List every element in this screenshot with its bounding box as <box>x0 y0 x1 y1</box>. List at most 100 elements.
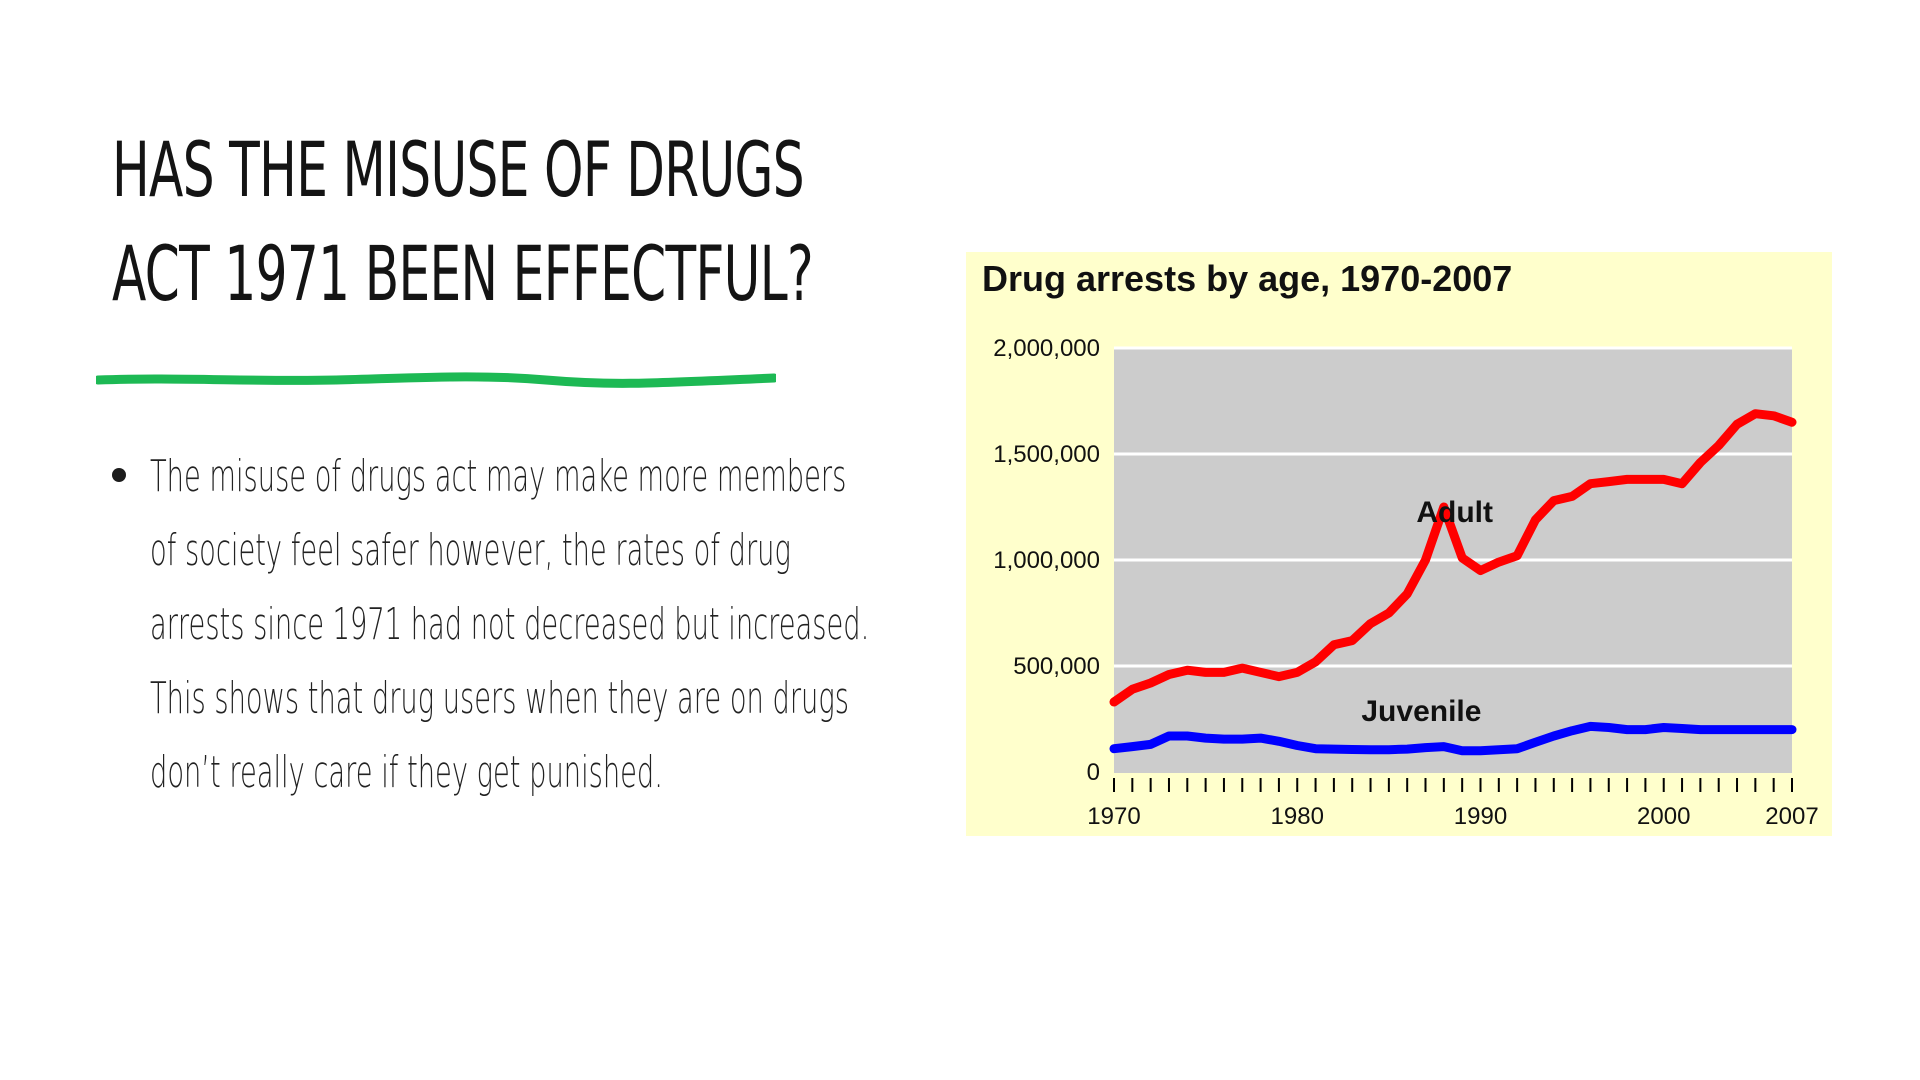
chart-image: Drug arrests by age, 1970-2007 0 500,000 1… <box>966 252 1832 836</box>
data-point-juvenile <box>1369 748 1372 751</box>
data-point-adult <box>1259 671 1262 674</box>
chart-title: Drug arrests by age, 1970-2007 <box>982 258 1513 299</box>
data-point-juvenile <box>1717 728 1720 731</box>
data-point-juvenile <box>1754 728 1757 731</box>
series-label-adult: Adult <box>1416 496 1493 529</box>
data-point-adult <box>1607 480 1610 483</box>
data-point-adult <box>1754 412 1757 415</box>
y-tick-label: 0 <box>1087 759 1100 786</box>
data-point-juvenile <box>1222 738 1225 741</box>
bullet-line-5: don’t really care if they get punished. <box>150 747 663 798</box>
data-point-adult <box>1424 559 1427 561</box>
data-point-juvenile <box>1241 738 1244 741</box>
data-point-juvenile <box>1772 728 1775 731</box>
data-point-adult <box>1442 506 1445 508</box>
data-point-adult <box>1406 592 1409 595</box>
data-point-juvenile <box>1351 748 1354 751</box>
data-point-juvenile <box>1607 726 1610 729</box>
data-point-juvenile <box>1589 725 1592 728</box>
y-tick-label: 1,000,000 <box>993 547 1100 574</box>
data-point-adult <box>1332 643 1335 646</box>
data-point-adult <box>1626 478 1629 481</box>
data-point-juvenile <box>1296 744 1299 747</box>
data-point-adult <box>1552 499 1555 502</box>
data-point-adult <box>1516 554 1519 557</box>
data-point-adult <box>1479 569 1482 572</box>
data-point-adult <box>1717 444 1720 447</box>
data-point-adult <box>1277 675 1280 678</box>
data-point-juvenile <box>1626 728 1629 731</box>
bullet-line-3: arrests since 1971 had not decreased but… <box>150 599 870 650</box>
x-tick-label: 2007 <box>1765 803 1818 830</box>
data-point-juvenile <box>1644 728 1647 731</box>
data-point-juvenile <box>1736 728 1739 731</box>
green-underline <box>96 372 776 388</box>
chart-svg: 0 500,000 1,000,000 1,500,000 2,000,000 1970 1… <box>993 335 1818 830</box>
data-point-adult <box>1791 421 1793 424</box>
data-point-juvenile <box>1424 746 1427 749</box>
data-point-adult <box>1113 701 1115 704</box>
data-point-juvenile <box>1387 748 1390 751</box>
data-point-adult <box>1369 622 1372 625</box>
data-point-adult <box>1461 556 1464 559</box>
x-tick-label: 1980 <box>1271 803 1324 830</box>
data-point-juvenile <box>1571 729 1574 732</box>
data-point-juvenile <box>1277 740 1280 743</box>
data-point-juvenile <box>1516 747 1519 750</box>
x-tick-label: 2000 <box>1637 803 1690 830</box>
data-point-juvenile <box>1259 737 1262 740</box>
data-point-juvenile <box>1167 734 1170 737</box>
bullet-list: The misuse of drugs act may make more me… <box>112 440 1012 810</box>
x-tick-label: 1990 <box>1454 803 1507 830</box>
data-point-juvenile <box>1791 728 1793 731</box>
data-point-adult <box>1534 518 1537 521</box>
data-point-adult <box>1681 482 1684 485</box>
series-line-adult <box>1109 409 1797 707</box>
data-point-juvenile <box>1332 748 1335 751</box>
data-point-juvenile <box>1406 748 1409 751</box>
bullet-line-1: The misuse of drugs act may make more me… <box>150 451 847 502</box>
title-line-1: Has the misuse of drugs <box>112 125 805 214</box>
title-line-2: act 1971 been effectful? <box>112 229 814 318</box>
data-point-adult <box>1131 688 1134 691</box>
series-line-juvenile <box>1109 721 1797 756</box>
bullet-line-4: This shows that drug users when they are… <box>150 673 849 724</box>
data-point-juvenile <box>1479 749 1482 752</box>
data-point-adult <box>1351 639 1354 642</box>
data-point-adult <box>1772 414 1775 417</box>
data-point-adult <box>1222 671 1225 674</box>
y-tick-label: 1,500,000 <box>993 441 1100 468</box>
x-tick-label: 1970 <box>1087 803 1140 830</box>
data-point-adult <box>1571 495 1574 498</box>
data-point-juvenile <box>1534 741 1537 744</box>
data-point-adult <box>1241 667 1244 670</box>
data-point-juvenile <box>1113 747 1115 750</box>
data-point-juvenile <box>1442 745 1445 748</box>
bullet-line-2: of society feel safer however, the rates… <box>150 525 791 576</box>
data-point-adult <box>1497 561 1500 564</box>
bullet-dot-icon <box>112 468 126 482</box>
data-point-adult <box>1662 478 1665 481</box>
data-point-juvenile <box>1461 749 1464 752</box>
data-point-adult <box>1296 671 1299 674</box>
data-point-adult <box>1167 673 1170 676</box>
slide-title: Has the misuse of drugs act 1971 been ef… <box>112 118 814 326</box>
data-point-adult <box>1204 671 1207 674</box>
data-point-adult <box>1186 669 1189 672</box>
data-point-adult <box>1589 482 1592 485</box>
data-point-juvenile <box>1662 726 1665 729</box>
data-point-juvenile <box>1552 734 1555 737</box>
data-point-adult <box>1314 660 1317 663</box>
data-point-juvenile <box>1699 728 1702 731</box>
y-tick-label: 500,000 <box>1013 653 1100 680</box>
data-point-juvenile <box>1204 737 1207 740</box>
bullet-text: The misuse of drugs act may make more me… <box>150 440 870 810</box>
data-point-juvenile <box>1497 748 1500 751</box>
data-point-juvenile <box>1149 743 1152 746</box>
data-point-juvenile <box>1186 734 1189 737</box>
data-point-juvenile <box>1314 747 1317 750</box>
data-point-adult <box>1699 461 1702 464</box>
data-point-juvenile <box>1131 745 1134 748</box>
y-tick-label: 2,000,000 <box>993 335 1100 362</box>
